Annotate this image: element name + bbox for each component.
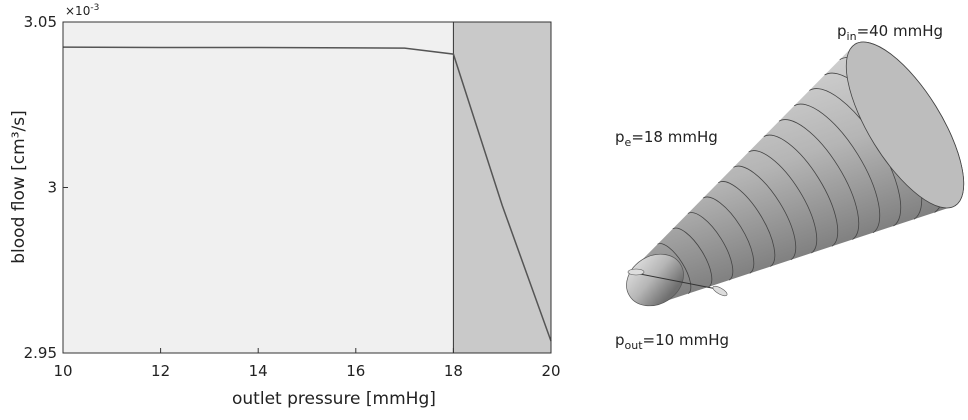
annotation: pout=10 mmHg bbox=[615, 331, 729, 352]
y-multiplier: ×10-3 bbox=[65, 3, 99, 18]
vessel-ring bbox=[687, 212, 734, 281]
vessel-hole bbox=[712, 285, 728, 297]
x-axis-label: outlet pressure [mmHg] bbox=[232, 389, 436, 409]
vessel-ring bbox=[657, 243, 692, 294]
vessel-hole bbox=[627, 268, 645, 276]
data-line bbox=[62, 46, 552, 342]
vessel-end bbox=[845, 41, 965, 209]
plot-frame bbox=[62, 21, 552, 354]
x-tick-label: 18 bbox=[444, 362, 463, 380]
x-tick-label: 14 bbox=[249, 362, 268, 380]
y-tick-label: 2.95 bbox=[24, 344, 57, 362]
x-tick-label: 16 bbox=[346, 362, 365, 380]
x-tick-label: 20 bbox=[541, 362, 560, 380]
annotation: pin=40 mmHg bbox=[837, 22, 943, 43]
shaded-region bbox=[452, 21, 552, 354]
vessel-ring bbox=[718, 181, 776, 267]
x-tick-label: 12 bbox=[151, 362, 170, 380]
vessel-ring bbox=[702, 196, 755, 274]
vessel-tip bbox=[626, 253, 684, 307]
vessel-slit bbox=[629, 271, 723, 291]
x-tick-label: 10 bbox=[53, 362, 72, 380]
vessel-ring bbox=[778, 119, 860, 240]
vessel-ring bbox=[672, 227, 713, 288]
vessel-ring bbox=[748, 150, 818, 254]
plot: 10 12 14 16 18 20 2.95 3 3.05 bbox=[24, 13, 561, 380]
y-axis-label: blood flow [cm³/s] bbox=[9, 110, 29, 264]
vessel-ring bbox=[793, 103, 881, 234]
vessel-ring bbox=[763, 134, 839, 247]
vessel-illustration bbox=[626, 41, 965, 307]
y-tick-label: 3 bbox=[47, 179, 57, 197]
annotation: pe=18 mmHg bbox=[615, 128, 718, 149]
vessel-ring bbox=[733, 165, 797, 261]
y-tick-label: 3.05 bbox=[24, 13, 57, 31]
